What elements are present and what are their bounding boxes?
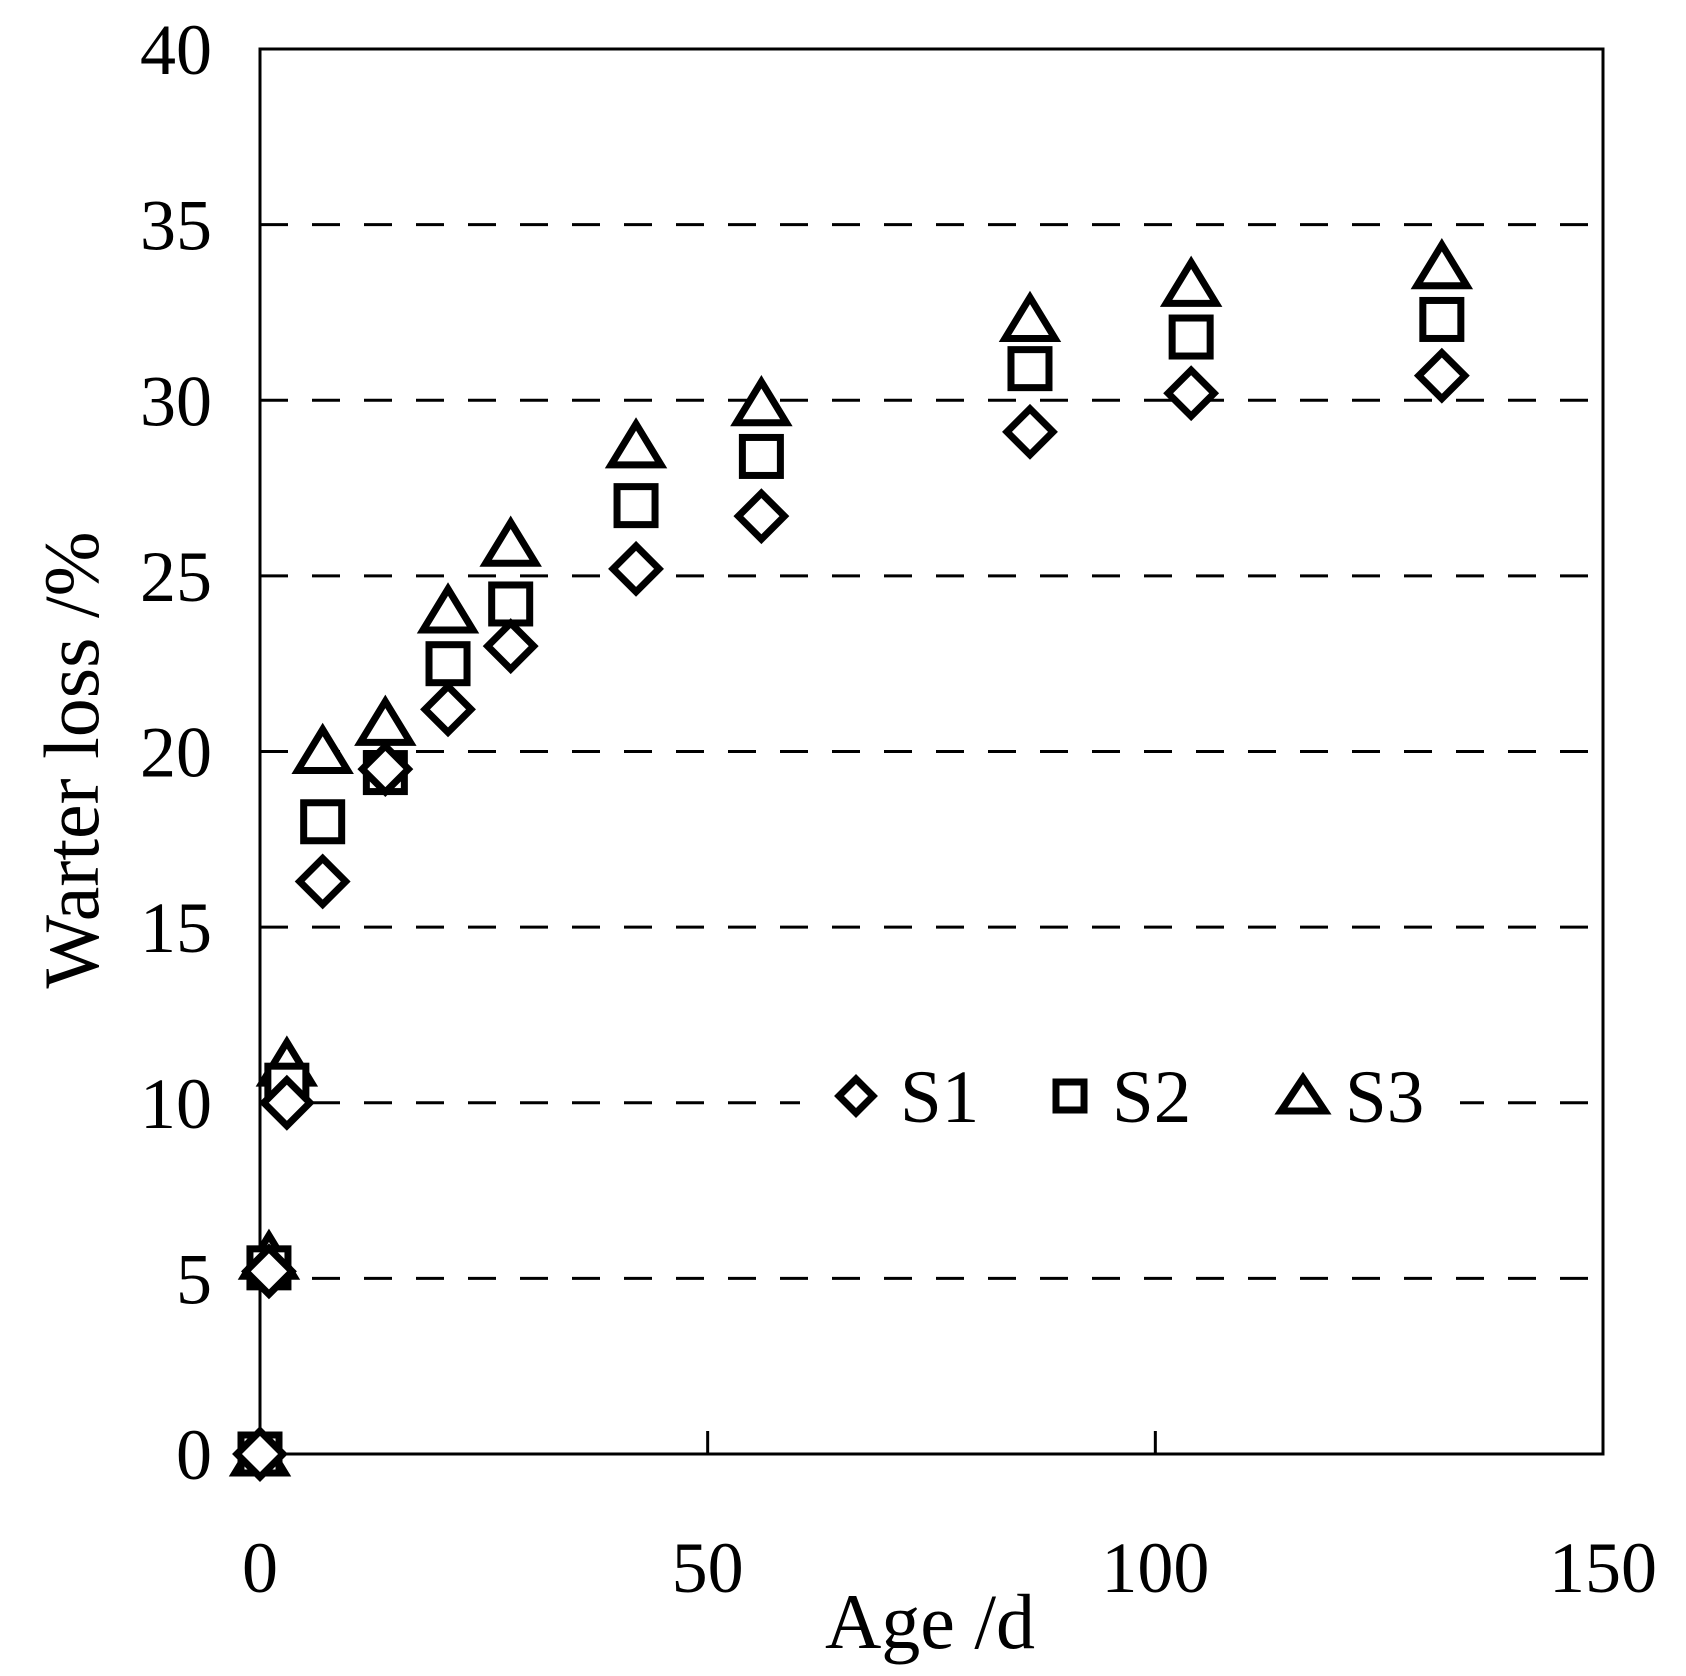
point-s2-5 bbox=[425, 641, 471, 687]
legend-marker-s1 bbox=[834, 1074, 878, 1118]
legend-marker-s3 bbox=[1274, 1071, 1332, 1115]
point-s1-5 bbox=[420, 681, 476, 738]
point-s3-4 bbox=[354, 694, 417, 746]
point-s1-0 bbox=[232, 1426, 288, 1482]
x-axis-title: Age /d bbox=[824, 1578, 1036, 1665]
point-s3-3 bbox=[291, 722, 354, 774]
y-axis-title: Warter loss /% bbox=[28, 531, 115, 989]
point-s3-6 bbox=[479, 515, 542, 567]
point-s1-8 bbox=[733, 488, 790, 545]
legend-label-s3: S3 bbox=[1345, 1056, 1424, 1139]
y-tick-label-35: 35 bbox=[140, 186, 212, 266]
y-tick-label-10: 10 bbox=[140, 1064, 212, 1144]
point-s3-9 bbox=[998, 290, 1062, 342]
point-s3-7 bbox=[604, 417, 668, 469]
point-s3-5 bbox=[416, 582, 480, 634]
y-tick-label-25: 25 bbox=[140, 537, 212, 617]
point-s2-10 bbox=[1168, 314, 1214, 360]
point-s1-3 bbox=[294, 853, 351, 910]
x-tick-label-50: 50 bbox=[672, 1528, 744, 1608]
point-s3-8 bbox=[730, 375, 793, 427]
y-tick-label-30: 30 bbox=[140, 361, 212, 441]
y-tick-label-20: 20 bbox=[140, 713, 212, 793]
point-s2-7 bbox=[613, 483, 659, 529]
point-s2-6 bbox=[488, 581, 534, 627]
x-tick-label-150: 150 bbox=[1549, 1528, 1657, 1608]
point-s3-10 bbox=[1159, 255, 1223, 307]
point-s1-1 bbox=[241, 1243, 297, 1300]
x-tick-label-0: 0 bbox=[242, 1528, 278, 1608]
point-s1-9 bbox=[1002, 403, 1058, 460]
point-s2-8 bbox=[738, 433, 784, 479]
point-s3-11 bbox=[1410, 238, 1474, 290]
point-s1-6 bbox=[482, 618, 539, 675]
point-s1-11 bbox=[1413, 347, 1470, 404]
y-tick-label-5: 5 bbox=[176, 1239, 212, 1319]
point-s1-2 bbox=[258, 1074, 315, 1131]
legend-label-s1: S1 bbox=[900, 1056, 979, 1139]
legend-marker-s2 bbox=[1052, 1078, 1088, 1114]
point-s2-3 bbox=[300, 799, 346, 845]
point-s2-9 bbox=[1007, 346, 1053, 392]
plot-border bbox=[258, 47, 1605, 1456]
y-tick-label-0: 0 bbox=[176, 1415, 212, 1495]
legend-label-s2: S2 bbox=[1112, 1056, 1191, 1139]
legend-background bbox=[800, 1048, 1460, 1144]
point-s1-4 bbox=[357, 741, 414, 798]
y-tick-label-40: 40 bbox=[140, 10, 212, 90]
point-s1-7 bbox=[608, 540, 664, 597]
point-s1-10 bbox=[1163, 365, 1220, 422]
y-tick-label-15: 15 bbox=[140, 888, 212, 968]
x-tick-label-100: 100 bbox=[1101, 1528, 1209, 1608]
point-s2-11 bbox=[1419, 296, 1465, 342]
